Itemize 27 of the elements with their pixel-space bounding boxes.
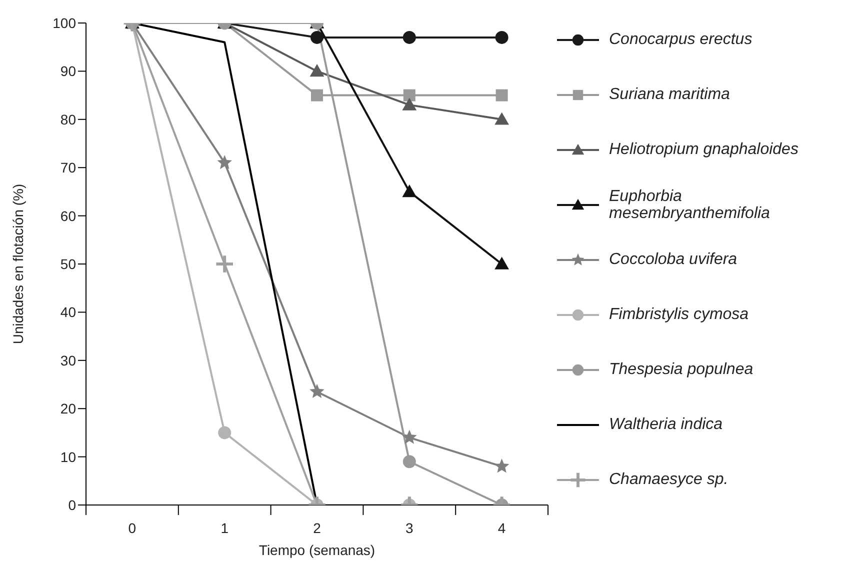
y-tick-label: 10: [60, 448, 76, 465]
legend-label: Chamaesyce sp.: [609, 471, 728, 488]
x-tick-label: 1: [220, 520, 229, 536]
y-tick-label: 0: [68, 496, 76, 513]
legend-label: Euphorbia mesembryanthemifolia: [609, 188, 771, 222]
x-tick-label: 3: [406, 520, 414, 536]
y-tick-label: 20: [60, 400, 76, 417]
y-tick-label: 70: [60, 160, 76, 176]
legend-label: Waltheria indica: [609, 416, 723, 433]
y-tick-label: 40: [60, 304, 76, 320]
legend-label: Heliotropium gnaphaloides: [609, 141, 798, 158]
legend-label: Suriana maritima: [609, 86, 730, 103]
legend-label: Fimbristylis cymosa: [609, 306, 749, 323]
y-tick-label: 30: [60, 352, 76, 368]
legend-label: Conocarpus erectus: [609, 31, 752, 48]
legend-label: Thespesia populnea: [609, 361, 754, 378]
y-tick-label: 80: [60, 111, 76, 128]
y-tick-label: 60: [60, 208, 76, 224]
x-axis-title: Tiempo (semanas): [258, 542, 376, 558]
x-tick-label: 0: [128, 520, 136, 536]
y-tick-label: 50: [60, 256, 76, 272]
legend-label: Coccoloba uvifera: [609, 251, 738, 268]
x-tick-label: 2: [313, 520, 322, 536]
y-axis-title: Unidades en flotación (%): [10, 184, 26, 344]
y-tick-label: 100: [52, 14, 76, 31]
y-tick-label: 90: [60, 63, 76, 80]
x-tick-label: 4: [498, 520, 506, 536]
